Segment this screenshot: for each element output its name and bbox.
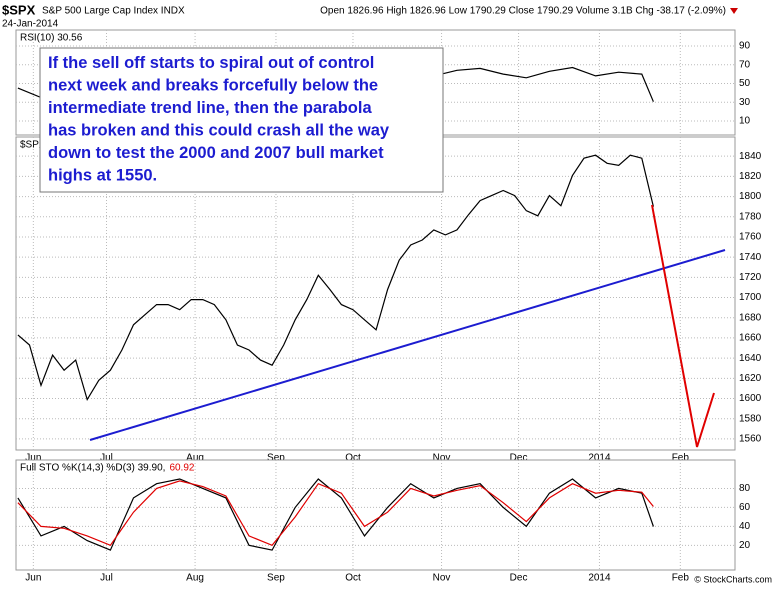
y-tick-label: 20 [739, 540, 751, 551]
copyright: © StockCharts.com [694, 574, 772, 584]
trend-line [89, 249, 726, 441]
x-tick-label: Nov [433, 453, 451, 464]
y-tick-label: 30 [739, 97, 751, 108]
y-tick-label: 10 [739, 116, 751, 127]
x-tick-label: Aug [186, 573, 204, 584]
date: 24-Jan-2014 [2, 19, 59, 30]
x-tick-label: Jun [25, 573, 41, 584]
panel-label: Full STO %K(14,3) %D(3) 39.90, [20, 463, 165, 474]
series-line [17, 154, 654, 401]
y-tick-label: 1820 [739, 171, 762, 182]
y-tick-label: 1800 [739, 191, 762, 202]
index-name: S&P 500 Large Cap Index INDX [42, 6, 185, 17]
panel-frame [15, 459, 736, 571]
x-tick-label: Feb [672, 453, 690, 464]
x-tick-label: Dec [510, 453, 528, 464]
y-tick-label: 1760 [739, 232, 762, 243]
y-tick-label: 1780 [739, 211, 762, 222]
x-tick-label: 2014 [588, 453, 611, 464]
y-tick-label: 1720 [739, 272, 762, 283]
y-tick-label: 40 [739, 521, 751, 532]
annotation-text: intermediate trend line, then the parabo… [48, 99, 372, 117]
series-line [17, 478, 654, 551]
quote: Open 1826.96 High 1826.96 Low 1790.29 Cl… [320, 6, 726, 17]
y-tick-label: 90 [739, 41, 751, 52]
projection-line [651, 204, 715, 448]
panel-label-d: 60.92 [169, 463, 194, 474]
x-tick-label: 2014 [588, 573, 611, 584]
annotation-box [39, 47, 444, 193]
y-tick-label: 1680 [739, 312, 762, 323]
y-tick-label: 1660 [739, 333, 762, 344]
down-arrow [730, 8, 738, 14]
y-tick-label: 50 [739, 78, 751, 89]
y-tick-label: 1600 [739, 393, 762, 404]
x-tick-label: Feb [672, 573, 690, 584]
x-tick-label: Dec [510, 573, 528, 584]
x-tick-label: Sep [267, 453, 285, 464]
y-tick-label: 1640 [739, 353, 762, 364]
x-tick-label: Oct [345, 573, 361, 584]
x-tick-label: Nov [433, 573, 451, 584]
x-tick-label: Aug [186, 453, 204, 464]
y-tick-label: 1740 [739, 252, 762, 263]
y-tick-label: 1700 [739, 292, 762, 303]
y-tick-label: 1580 [739, 413, 762, 424]
y-tick-label: 1840 [739, 151, 762, 162]
annotation-text: down to test the 2000 and 2007 bull mark… [48, 144, 384, 162]
y-tick-label: 1620 [739, 373, 762, 384]
ticker: $SPX [2, 2, 36, 17]
x-tick-label: Oct [345, 453, 361, 464]
annotation-text: next week and breaks forcefully below th… [48, 77, 378, 95]
y-tick-label: 80 [739, 483, 751, 494]
y-tick-label: 1560 [739, 434, 762, 445]
x-tick-label: Jun [25, 453, 41, 464]
y-tick-label: 60 [739, 502, 751, 513]
x-tick-label: Sep [267, 573, 285, 584]
series-line [17, 480, 654, 547]
annotation-text: has broken and this could crash all the … [48, 122, 390, 140]
panel-label: RSI(10) 30.56 [20, 33, 83, 44]
x-tick-label: Jul [100, 573, 113, 584]
x-tick-label: Jul [100, 453, 113, 464]
annotation-text: If the sell off starts to spiral out of … [48, 54, 374, 72]
panel-label: $SPX [20, 140, 46, 151]
annotation-text: highs at 1550. [48, 167, 157, 185]
y-tick-label: 70 [739, 59, 751, 70]
